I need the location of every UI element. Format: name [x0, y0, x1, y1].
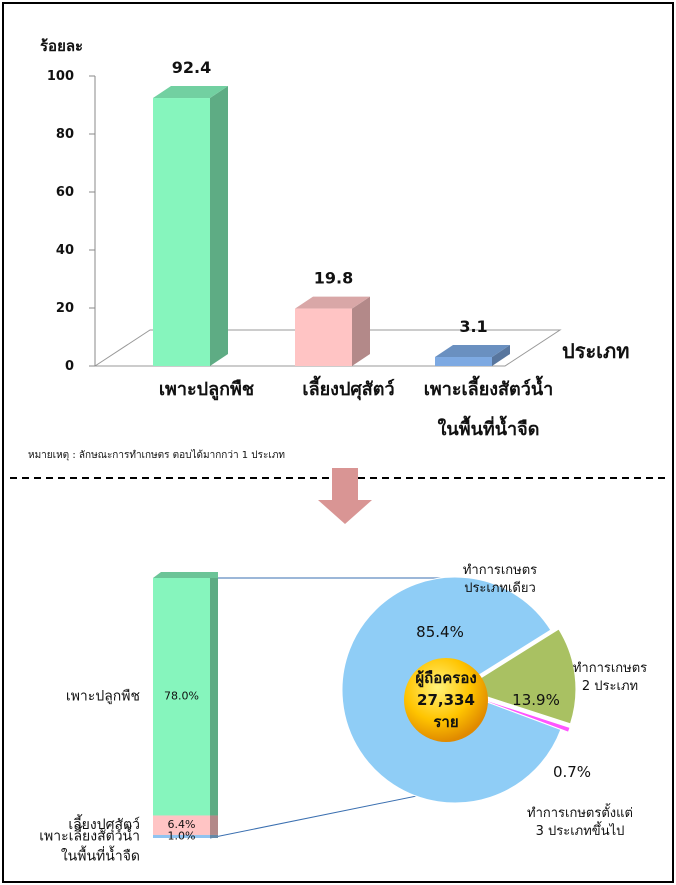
y-tick-label: 20 — [56, 301, 74, 316]
bar-side — [352, 296, 370, 366]
value-label: 1.0% — [168, 829, 196, 842]
bar-side — [492, 345, 510, 366]
bar-top — [153, 572, 218, 578]
bar-segment — [153, 834, 210, 838]
bar-segment — [153, 815, 210, 835]
category-label: เพาะปลูกพืช — [66, 689, 140, 705]
x-tick-label: เลี้ยงปศุสัตว์ — [302, 375, 394, 401]
y-axis-label: ร้อยละ — [40, 37, 83, 55]
y-tick-label: 0 — [65, 359, 74, 374]
value-label: 13.9% — [512, 691, 560, 709]
y-tick-label: 100 — [47, 69, 74, 84]
bar-side — [210, 578, 218, 816]
value-label: 0.7% — [553, 763, 591, 781]
y-tick-label: 60 — [56, 185, 74, 200]
note: หมายเหตุ : ลักษณะการทำเกษตร ตอบได้มากกว่… — [28, 449, 285, 461]
arrow — [318, 468, 372, 524]
bar — [295, 308, 352, 366]
value-label: 19.8 — [314, 268, 353, 287]
bar-side — [210, 815, 218, 835]
y-tick-label: 80 — [56, 127, 74, 142]
bar-top — [153, 86, 228, 99]
slice-label: ทำการเกษตร 2 ประเภท — [573, 661, 647, 694]
bar — [153, 98, 210, 366]
bar — [435, 357, 492, 366]
value-label: 85.4% — [416, 623, 464, 641]
value-label: 3.1 — [459, 317, 487, 336]
pie-slice — [462, 692, 571, 733]
x-axis-label: ประเภท — [562, 339, 629, 363]
bar-side — [210, 86, 228, 366]
category-label: เลี้ยงปศุสัตว์ — [68, 814, 140, 833]
bar-segment — [153, 578, 210, 816]
center-badge — [404, 658, 488, 742]
x-tick-label: เพาะปลูกพืช — [159, 379, 254, 401]
bar-top — [295, 296, 370, 309]
slice-label: ทำการเกษตรประเภทเดียว — [463, 563, 537, 596]
center-label: ผู้ถือครอง 27,334 ราย — [415, 669, 476, 731]
category-label: เพาะเลี้ยงสัตว์น้ำในพื้นที่น้ำจืด — [39, 825, 140, 864]
bar-top — [435, 345, 510, 358]
value-label: 92.4 — [172, 58, 211, 77]
bar-side — [210, 834, 218, 838]
value-label: 78.0% — [164, 690, 199, 703]
pie-slice — [461, 628, 577, 725]
slice-label: ทำการเกษตรตั้งแต่ 3 ประเภทขึ้นไป — [527, 803, 633, 839]
value-label: 6.4% — [168, 818, 196, 831]
x-tick-label: เพาะเลี้ยงสัตว์น้ำในพื้นที่น้ำจืด — [424, 375, 554, 440]
y-tick-label: 40 — [56, 243, 74, 258]
